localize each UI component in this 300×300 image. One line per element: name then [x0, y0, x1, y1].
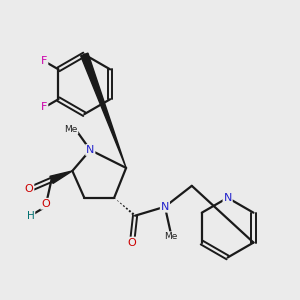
Text: F: F: [41, 56, 47, 66]
Text: O: O: [25, 184, 33, 194]
Text: O: O: [41, 199, 50, 209]
Polygon shape: [50, 171, 72, 183]
Text: Me: Me: [164, 232, 178, 241]
Text: O: O: [128, 238, 136, 248]
Text: F: F: [41, 102, 47, 112]
Text: H: H: [27, 211, 34, 221]
Text: N: N: [224, 193, 232, 203]
Text: N: N: [161, 202, 169, 212]
Text: N: N: [86, 145, 94, 155]
Text: Me: Me: [64, 124, 78, 134]
Polygon shape: [81, 53, 126, 168]
